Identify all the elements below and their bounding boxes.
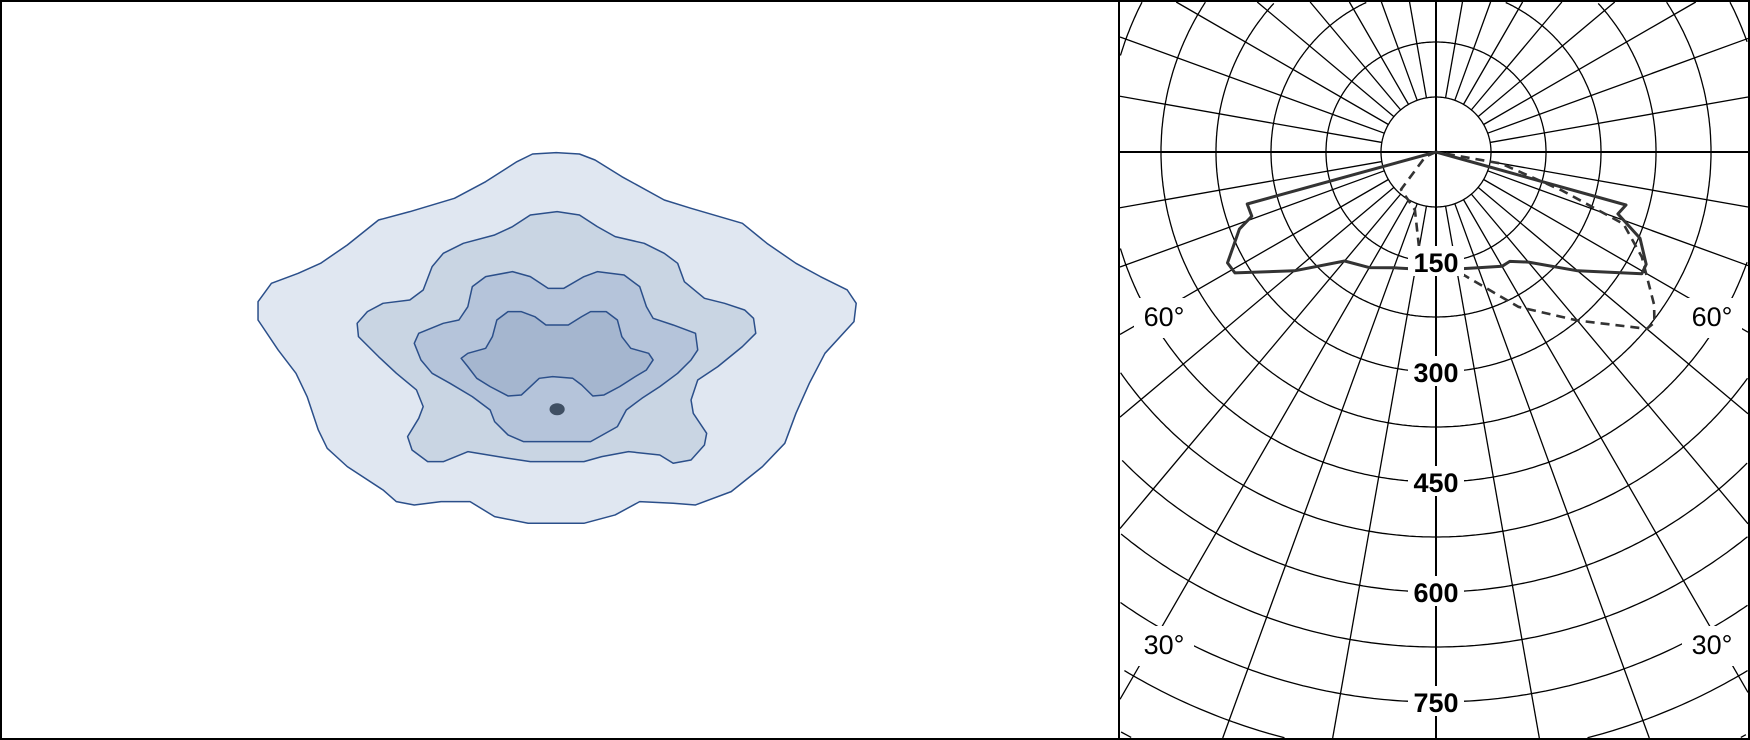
intensity-ring	[1120, 533, 1748, 648]
angle-spoke	[1490, 96, 1749, 144]
angle-spoke	[1256, 1, 1395, 118]
angle-spoke	[1119, 199, 1410, 700]
angle-label-background	[1134, 626, 1194, 666]
angle-spoke	[1119, 170, 1385, 268]
angle-spoke	[1477, 1, 1616, 118]
angle-label-left-30: 30°	[1144, 630, 1185, 660]
angle-label-background	[1134, 298, 1194, 338]
ring-label-750: 750	[1413, 688, 1458, 718]
intensity-ring	[1119, 1, 1748, 483]
ring-label-background	[1408, 466, 1464, 496]
angle-spoke	[1348, 1, 1410, 105]
ring-label-450: 450	[1413, 468, 1458, 498]
angle-spoke	[1477, 186, 1749, 415]
angle-spoke	[1222, 203, 1418, 739]
intensity-ring	[1120, 731, 1747, 738]
angle-spoke	[1119, 36, 1385, 134]
isolux-diagram	[0, 0, 1118, 740]
angle-spoke	[1454, 1, 1492, 101]
angle-spoke	[1380, 1, 1418, 101]
intensity-ring	[1120, 372, 1749, 538]
angle-label-right-60: 60°	[1692, 302, 1733, 332]
angle-spoke	[1119, 186, 1395, 418]
angle-spoke	[1454, 203, 1650, 739]
intensity-ring	[1121, 459, 1748, 593]
ring-label-background	[1408, 246, 1464, 276]
angle-label-left-60: 60°	[1144, 302, 1185, 332]
angle-label-background	[1682, 298, 1742, 338]
angle-label-right-30: 30°	[1692, 630, 1733, 660]
isolux-contour-level-4	[461, 312, 653, 396]
angle-spoke	[1462, 1, 1524, 105]
angle-spoke	[1332, 206, 1428, 739]
angle-label-background	[1682, 626, 1742, 666]
angle-spoke	[1487, 37, 1749, 134]
intensity-ring	[1160, 1, 1712, 428]
panel-divider	[1118, 0, 1120, 740]
angle-spoke	[1309, 1, 1402, 111]
intensity-ring	[1124, 670, 1748, 739]
ring-label-150: 150	[1413, 248, 1458, 278]
ring-label-300: 300	[1413, 358, 1458, 388]
angle-spoke	[1470, 1, 1563, 111]
angle-spoke	[1119, 95, 1382, 144]
angle-spoke	[1444, 1, 1464, 98]
angle-spoke	[1175, 1, 1389, 126]
intensity-curve-dashed	[1399, 150, 1656, 331]
angle-spoke	[1119, 160, 1382, 209]
ring-label-600: 600	[1413, 578, 1458, 608]
ring-label-background	[1408, 686, 1464, 716]
angle-spoke	[1470, 193, 1749, 525]
angle-spoke	[1444, 206, 1540, 739]
angle-spoke	[1119, 193, 1402, 530]
angle-spoke	[1490, 160, 1749, 208]
angle-spoke	[1487, 170, 1749, 267]
angle-spoke	[1483, 1, 1697, 126]
ring-label-background	[1408, 356, 1464, 386]
angle-spoke	[1408, 1, 1428, 98]
angle-spoke	[1462, 199, 1749, 693]
ring-label-background	[1408, 576, 1464, 606]
luminaire-position-marker	[549, 403, 565, 416]
